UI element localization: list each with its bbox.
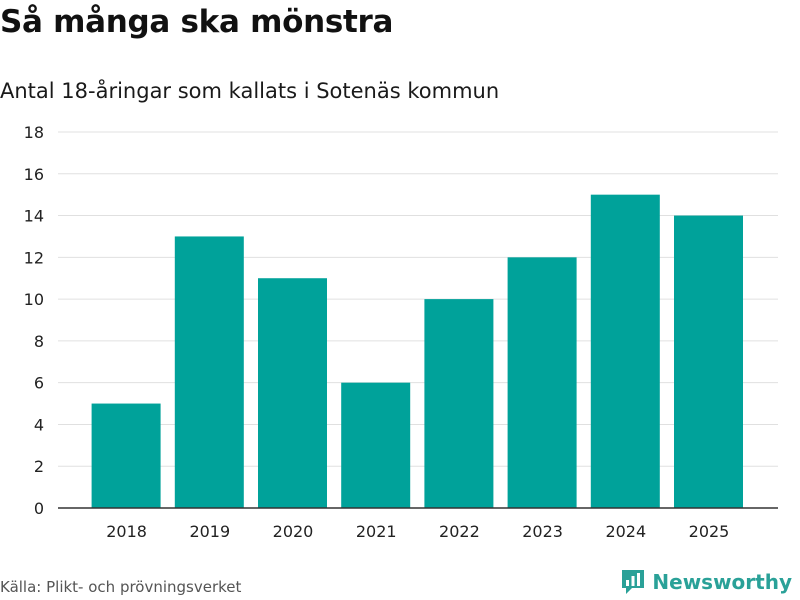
- y-tick-label: 18: [24, 123, 44, 142]
- bar-2018[interactable]: [91, 403, 161, 508]
- y-tick-label: 4: [34, 415, 44, 434]
- x-tick-label: 2022: [439, 522, 480, 541]
- x-tick-label: 2020: [273, 522, 314, 541]
- y-tick-label: 16: [24, 165, 44, 184]
- source-note: Källa: Plikt- och prövningsverket: [0, 578, 242, 596]
- bar-2024[interactable]: [590, 194, 660, 508]
- y-tick-label: 0: [34, 499, 44, 518]
- y-tick-label: 6: [34, 374, 44, 393]
- bars: [91, 194, 743, 509]
- bar-2019[interactable]: [174, 236, 244, 508]
- bar-2023[interactable]: [507, 257, 577, 508]
- bar-2022[interactable]: [424, 299, 494, 508]
- x-tick-label: 2018: [106, 522, 147, 541]
- y-tick-label: 8: [34, 332, 44, 351]
- y-tick-label: 10: [24, 290, 44, 309]
- bar-2025[interactable]: [674, 215, 743, 509]
- x-tick-label: 2025: [689, 522, 730, 541]
- gridlines: [58, 131, 778, 467]
- x-axis-ticks: 2018 2019 2020 2021 2022 2023 2024 2025: [106, 522, 729, 541]
- x-tick-label: 2023: [522, 522, 563, 541]
- newsworthy-logo-icon: [622, 570, 645, 594]
- x-tick-label: 2024: [605, 522, 646, 541]
- chart-subtitle: Antal 18-åringar som kallats i Sotenäs k…: [0, 79, 500, 103]
- y-tick-label: 12: [24, 248, 44, 267]
- x-tick-label: 2019: [189, 522, 230, 541]
- bar-2021[interactable]: [341, 382, 411, 508]
- y-tick-label: 2: [34, 457, 44, 476]
- brand-name: Newsworthy: [652, 570, 792, 594]
- chart-title: Så många ska mönstra: [0, 4, 394, 40]
- bar-2020[interactable]: [258, 278, 327, 508]
- x-tick-label: 2021: [356, 522, 397, 541]
- y-tick-label: 14: [24, 207, 44, 226]
- brand-logo[interactable]: Newsworthy: [620, 568, 792, 596]
- y-axis-ticks: 0 2 4 6 8 10 12 14 16 18: [24, 123, 44, 518]
